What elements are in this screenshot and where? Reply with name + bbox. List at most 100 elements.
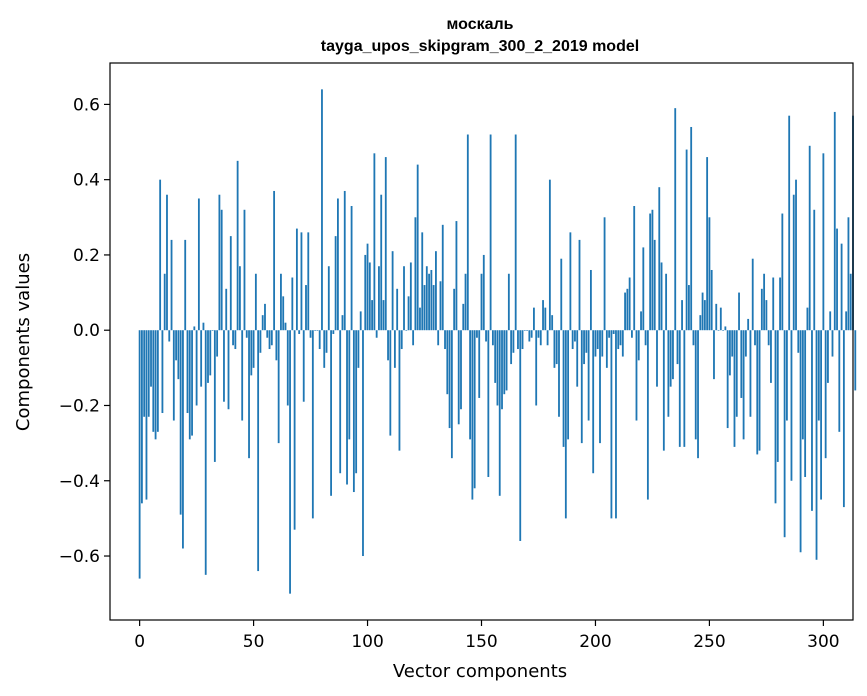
chart-title-line2: tayga_upos_skipgram_300_2_2019 model [321, 38, 639, 55]
bar-component-252 [713, 330, 715, 380]
bar-component-125 [423, 285, 426, 331]
bar-component-139 [455, 221, 458, 331]
bar-component-76 [311, 330, 314, 519]
bar-component-187 [564, 330, 567, 519]
bar-component-10 [161, 330, 164, 414]
bar-component-79 [318, 330, 321, 350]
bar-component-155 [491, 330, 494, 346]
bar-component-129 [432, 285, 435, 331]
bar-component-232 [667, 330, 670, 417]
bar-component-304 [831, 330, 834, 357]
bar-component-248 [703, 300, 706, 331]
bar-component-146 [471, 330, 474, 500]
bar-component-46 [243, 209, 246, 331]
bar-component-78 [316, 330, 319, 331]
bar-component-298 [817, 330, 820, 421]
bar-component-259 [729, 330, 731, 376]
bar-component-143 [464, 273, 467, 331]
bar-component-231 [665, 273, 668, 331]
bar-component-86 [334, 236, 337, 331]
bar-component-242 [690, 126, 693, 331]
bar-component-276 [767, 330, 770, 346]
bar-component-102 [371, 300, 374, 331]
bar-component-255 [719, 307, 722, 331]
bar-component-138 [453, 288, 456, 331]
bar-component-234 [672, 330, 674, 380]
bar-component-283 [783, 330, 786, 538]
bar-component-150 [480, 273, 483, 331]
bar-component-166 [517, 330, 519, 350]
bar-component-71 [300, 232, 303, 331]
bar-component-30 [207, 330, 209, 383]
bar-component-1 [141, 330, 143, 504]
y-tick-label: −0.6 [59, 547, 100, 567]
bar-component-238 [681, 300, 683, 331]
bar-component-40 [229, 236, 232, 331]
bar-component-105 [378, 266, 380, 331]
bar-component-95 [355, 330, 358, 474]
bar-component-200 [594, 330, 597, 357]
bar-component-312 [849, 273, 852, 331]
bar-component-122 [416, 164, 419, 331]
bar-component-182 [553, 330, 556, 368]
bar-component-38 [225, 288, 228, 331]
bar-component-295 [811, 330, 813, 511]
bar-component-141 [460, 330, 462, 410]
bar-component-216 [631, 330, 633, 338]
bar-component-55 [264, 303, 266, 331]
bar-component-39 [227, 330, 230, 410]
bar-component-257 [724, 326, 727, 331]
bar-component-58 [270, 330, 273, 346]
bar-component-31 [209, 330, 212, 376]
bar-component-281 [779, 277, 781, 331]
bar-component-297 [815, 330, 818, 560]
bar-component-207 [610, 330, 613, 519]
bar-component-206 [608, 330, 611, 338]
bar-component-52 [257, 330, 260, 572]
bar-component-291 [801, 330, 804, 440]
bar-component-66 [289, 330, 291, 594]
bar-component-208 [612, 330, 615, 334]
bar-component-127 [428, 273, 430, 331]
bar-component-230 [662, 330, 665, 451]
bar-component-310 [845, 311, 848, 331]
bar-component-222 [644, 330, 647, 346]
bar-component-211 [619, 330, 622, 346]
bar-component-168 [521, 330, 524, 350]
bar-component-279 [774, 330, 777, 504]
y-axis-ticks: −0.6 −0.4 −0.2 0.0 0.2 0.4 0.6 [59, 95, 110, 567]
bar-component-89 [341, 315, 344, 331]
bar-component-195 [583, 330, 585, 365]
bar-component-131 [437, 330, 440, 346]
bar-component-226 [653, 239, 656, 331]
y-axis-label: Components values [13, 253, 34, 431]
bar-component-184 [558, 330, 560, 417]
bar-component-19 [182, 330, 184, 549]
bar-component-16 [175, 330, 177, 361]
bar-component-116 [403, 266, 405, 331]
bar-component-177 [542, 300, 544, 331]
bar-component-111 [391, 251, 394, 331]
y-tick-label: 0.2 [73, 246, 100, 266]
bar-component-201 [596, 330, 599, 350]
bar-component-196 [585, 330, 588, 353]
x-tick-label: 200 [579, 632, 611, 652]
bar-component-249 [706, 157, 709, 331]
bar-component-25 [195, 330, 198, 406]
bar-component-161 [505, 330, 508, 391]
bar-component-240 [685, 149, 688, 331]
bar-component-273 [760, 288, 763, 331]
bar-component-227 [656, 330, 658, 387]
bar-component-223 [646, 330, 649, 500]
bar-component-213 [624, 292, 626, 331]
bar-component-45 [241, 330, 244, 421]
bar-component-167 [519, 330, 522, 541]
bar-component-126 [425, 266, 428, 331]
y-tick-label: −0.4 [59, 472, 100, 492]
x-axis-ticks: 0 50 100 150 200 250 300 [134, 620, 840, 652]
bar-component-69 [295, 228, 298, 331]
bar-component-128 [430, 269, 433, 331]
bar-component-164 [512, 330, 515, 353]
bar-component-294 [808, 145, 811, 331]
x-tick-label: 0 [134, 632, 145, 652]
